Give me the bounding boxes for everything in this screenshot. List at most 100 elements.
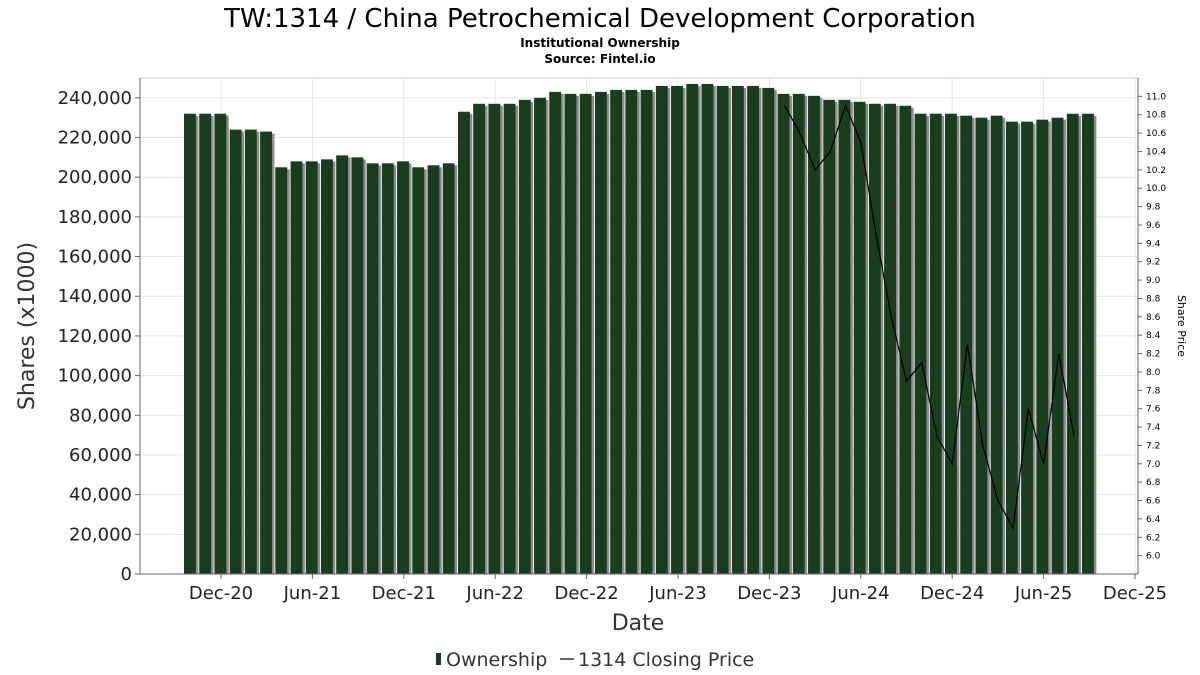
y-tick-label: 240,000 [58, 88, 132, 109]
ownership-bar [701, 83, 714, 575]
ownership-bar [564, 93, 577, 574]
price-line [784, 103, 1075, 531]
ownership-bar [549, 91, 562, 574]
legend-ownership-swatch [436, 653, 441, 665]
ownership-bar [1051, 117, 1064, 575]
ownership-bar [655, 85, 668, 574]
ownership-bar [488, 103, 501, 575]
ownership-bar [838, 99, 851, 574]
chart-source: Source: Fintel.io [544, 52, 655, 66]
y-tick-label: 100,000 [58, 366, 132, 387]
ownership-bar [397, 161, 409, 574]
y2-tick-label: 7.6 [1146, 405, 1161, 415]
ownership-bar [975, 117, 988, 575]
legend: Ownership 1314 Closing Price [436, 649, 754, 671]
ownership-bar [625, 89, 638, 575]
y2-tick-label: 7.2 [1146, 441, 1160, 451]
y-tick-label: 180,000 [58, 207, 132, 228]
y2-axis-label: Share Price [1175, 295, 1188, 357]
y-tick-label: 40,000 [69, 485, 132, 506]
y2-tick-label: 8.6 [1146, 313, 1161, 323]
ownership-bar [184, 113, 196, 574]
ownership-bar [610, 89, 623, 575]
x-tick-label: Dec-25 [1103, 583, 1167, 604]
ownership-bar [990, 115, 1003, 575]
x-tick-label: Jun-23 [648, 583, 707, 604]
y2-tick-label: 6.0 [1146, 552, 1161, 562]
ownership-bar [1082, 113, 1094, 574]
ownership-bar [686, 83, 699, 575]
y2-tick-label: 7.4 [1146, 423, 1161, 433]
ownership-bar [1021, 121, 1033, 574]
y2-tick-label: 10.8 [1146, 111, 1166, 121]
y-axis-label: Shares (x1000) [15, 242, 40, 410]
ownership-bar [442, 163, 455, 574]
ownership-bar [777, 93, 790, 574]
y2-tick-label: 6.4 [1146, 515, 1161, 525]
ownership-bar [336, 155, 349, 574]
y-tick-label: 220,000 [58, 128, 132, 149]
y2-tick-label: 10.2 [1146, 166, 1166, 176]
y2-tick-label: 10.6 [1146, 129, 1166, 139]
ownership-bar [290, 161, 303, 574]
ownership-bar [808, 95, 820, 574]
x-tick-label: Dec-22 [554, 583, 618, 604]
ownership-bar [747, 85, 760, 574]
y2-tick-label: 9.6 [1146, 221, 1161, 231]
y2-tick-label: 9.2 [1146, 258, 1160, 268]
ownership-bar [244, 129, 257, 575]
ownership-bar [716, 85, 729, 574]
y2-tick-label: 6.2 [1146, 533, 1160, 543]
y2-tick-label: 8.8 [1146, 294, 1161, 304]
y2-tick-label: 6.8 [1146, 478, 1161, 488]
ownership-bar [671, 85, 683, 574]
ownership-bar [199, 113, 212, 574]
y-tick-label: 120,000 [58, 326, 132, 347]
x-tick-label: Jun-25 [1014, 583, 1073, 604]
ownership-bars [184, 83, 1097, 575]
ownership-bar [412, 167, 425, 574]
x-axis-label: Date [612, 611, 665, 636]
ownership-bar [899, 105, 912, 574]
ownership-bar [351, 157, 364, 575]
y-tick-label: 200,000 [58, 167, 132, 188]
ownership-bar [473, 103, 486, 575]
ownership-bar [594, 91, 607, 574]
x-tick-label: Jun-22 [465, 583, 524, 604]
ownership-bar [792, 93, 805, 574]
ownership-bar [579, 93, 592, 574]
y-tick-label: 140,000 [58, 286, 132, 307]
y2-tick-label: 9.0 [1146, 276, 1161, 286]
y-axis-ticks: 0 20,000 40,000 60,000 80,000 100,000 120,000 1… [58, 88, 140, 585]
ownership-bar [305, 161, 318, 574]
legend-ownership-label: Ownership [446, 649, 547, 671]
y2-axis-ticks: 6.0 6.2 6.4 6.6 6.8 7.0 7.2 7.4 7.6 7.8 8.0 8.2 8.4 8… [1138, 92, 1166, 562]
y2-tick-label: 9.4 [1146, 239, 1161, 249]
y2-tick-label: 10.0 [1146, 184, 1166, 194]
ownership-bar [457, 111, 470, 574]
y2-tick-label: 8.2 [1146, 350, 1160, 360]
y-tick-label: 20,000 [69, 524, 132, 545]
y2-tick-label: 8.0 [1146, 368, 1161, 378]
ownership-bar [381, 163, 394, 574]
ownership-bar [1005, 121, 1018, 574]
ownership-bar [275, 167, 288, 574]
ownership-bar [853, 101, 866, 575]
ownership-bar [960, 115, 973, 575]
ownership-bar [914, 113, 927, 574]
ownership-bar [823, 99, 836, 574]
x-tick-label: Dec-24 [920, 583, 984, 604]
ownership-bar [229, 129, 242, 575]
ownership-bar [503, 103, 516, 575]
y-tick-label: 80,000 [69, 405, 132, 426]
chart-title: TW:1314 / China Petrochemical Developmen… [223, 4, 976, 34]
legend-price-label: 1314 Closing Price [578, 649, 754, 671]
ownership-bar [945, 113, 957, 574]
ownership-bar [214, 113, 227, 574]
y2-tick-label: 6.6 [1146, 497, 1161, 507]
ownership-bar [1066, 113, 1079, 574]
x-tick-label: Dec-20 [189, 583, 253, 604]
x-tick-label: Jun-21 [283, 583, 342, 604]
ownership-bar [762, 87, 775, 575]
